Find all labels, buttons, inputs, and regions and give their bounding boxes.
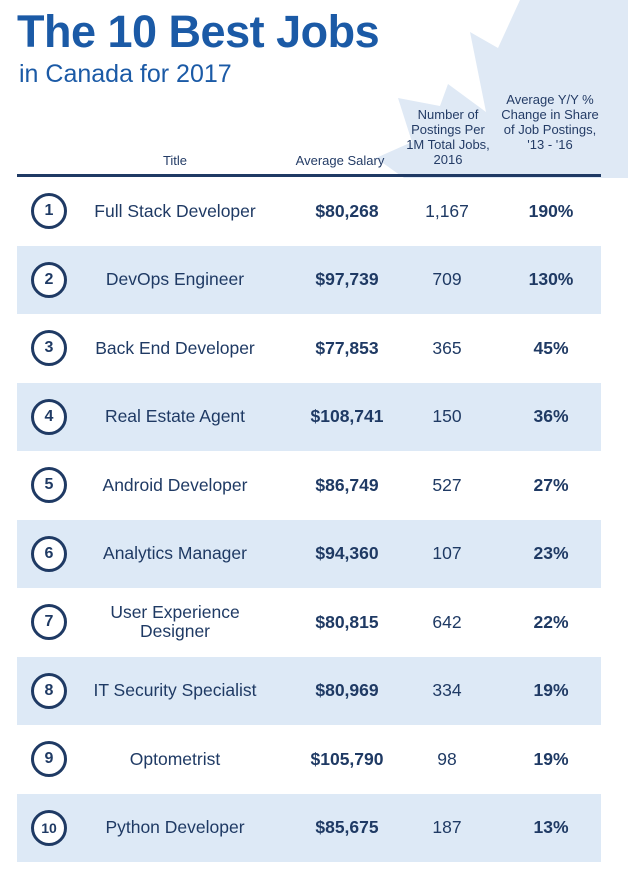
rank-badge: 3 <box>31 330 67 367</box>
change-cell: 130% <box>528 269 574 290</box>
page-subtitle: in Canada for 2017 <box>19 60 232 88</box>
job-title-cell: Optometrist <box>129 748 221 769</box>
change-cell: 19% <box>533 680 569 701</box>
job-title-cell: Analytics Manager <box>103 543 247 564</box>
table-row: 9 Optometrist $105,790 98 19% <box>17 725 601 794</box>
change-cell: 13% <box>533 817 569 838</box>
page-title: The 10 Best Jobs <box>17 6 380 57</box>
change-cell: 27% <box>533 474 569 495</box>
rank-badge: 9 <box>31 741 67 778</box>
column-header-change: Average Y/Y % Change in Share of Job Pos… <box>501 92 599 152</box>
change-cell: 36% <box>533 406 569 427</box>
postings-cell: 642 <box>432 611 462 632</box>
header-rule <box>17 174 601 177</box>
salary-cell: $80,815 <box>315 611 379 632</box>
salary-cell: $94,360 <box>315 543 379 564</box>
change-cell: 22% <box>533 611 569 632</box>
postings-cell: 527 <box>432 474 462 495</box>
salary-cell: $97,739 <box>315 269 379 290</box>
table-row: 5 Android Developer $86,749 527 27% <box>17 451 601 520</box>
rank-badge: 1 <box>31 193 67 230</box>
postings-cell: 334 <box>432 680 462 701</box>
rank-badge: 7 <box>31 604 67 641</box>
salary-cell: $108,741 <box>310 406 384 427</box>
job-title-cell: Full Stack Developer <box>94 200 256 221</box>
salary-cell: $80,969 <box>315 680 379 701</box>
job-title-cell: User Experience Designer <box>110 602 240 642</box>
change-cell: 19% <box>533 748 569 769</box>
change-cell: 23% <box>533 543 569 564</box>
salary-cell: $77,853 <box>315 337 379 358</box>
job-title-cell: Back End Developer <box>95 337 255 358</box>
postings-cell: 1,167 <box>425 200 469 221</box>
table-row: 4 Real Estate Agent $108,741 150 36% <box>17 382 601 451</box>
table-row: 1 Full Stack Developer $80,268 1,167 190% <box>17 177 601 246</box>
rank-badge: 8 <box>31 672 67 709</box>
column-header-title: Title <box>162 153 188 168</box>
change-cell: 45% <box>533 337 569 358</box>
job-title-cell: Python Developer <box>105 817 245 838</box>
change-cell: 190% <box>528 200 574 221</box>
table-row: 2 DevOps Engineer $97,739 709 130% <box>17 245 601 314</box>
job-title-cell: DevOps Engineer <box>105 269 245 290</box>
postings-cell: 107 <box>432 543 462 564</box>
table-row: 7 User Experience Designer $80,815 642 22% <box>17 588 601 657</box>
salary-cell: $80,268 <box>315 200 379 221</box>
postings-cell: 187 <box>432 817 462 838</box>
rank-badge: 5 <box>31 467 67 504</box>
postings-cell: 98 <box>437 748 457 769</box>
salary-cell: $105,790 <box>310 748 384 769</box>
table-row: 6 Analytics Manager $94,360 107 23% <box>17 519 601 588</box>
rank-badge: 6 <box>31 535 67 572</box>
rank-badge: 2 <box>31 261 67 298</box>
postings-cell: 365 <box>432 337 462 358</box>
postings-cell: 150 <box>432 406 462 427</box>
column-header-postings: Number of Postings Per 1M Total Jobs, 20… <box>406 107 490 167</box>
job-title-cell: IT Security Specialist <box>93 680 257 701</box>
job-title-cell: Real Estate Agent <box>104 406 246 427</box>
column-header-salary: Average Salary <box>295 153 385 168</box>
rank-badge: 10 <box>31 809 67 846</box>
table-row: 3 Back End Developer $77,853 365 45% <box>17 314 601 383</box>
salary-cell: $86,749 <box>315 474 379 495</box>
salary-cell: $85,675 <box>315 817 379 838</box>
table-row: 10 Python Developer $85,675 187 13% <box>17 793 601 862</box>
table-row: 8 IT Security Specialist $80,969 334 19% <box>17 656 601 725</box>
job-title-cell: Android Developer <box>102 474 248 495</box>
rank-badge: 4 <box>31 398 67 435</box>
postings-cell: 709 <box>432 269 462 290</box>
